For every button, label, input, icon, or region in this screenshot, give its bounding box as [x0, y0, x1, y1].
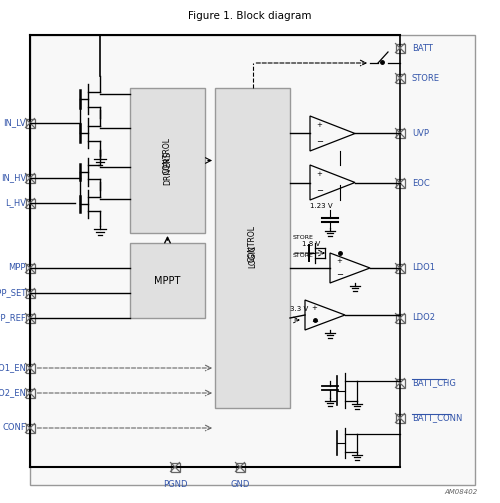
Text: LOGIC: LOGIC [248, 244, 257, 268]
Text: LDO1_EN: LDO1_EN [0, 364, 26, 373]
Text: EOC: EOC [412, 179, 430, 188]
Text: BATT: BATT [412, 43, 433, 52]
Text: CONF: CONF [2, 424, 26, 433]
Text: −: − [316, 186, 323, 195]
Text: −: − [336, 271, 343, 279]
Bar [396, 413, 404, 423]
Text: PGND: PGND [163, 480, 187, 489]
Bar [170, 462, 179, 471]
Text: STORE: STORE [412, 73, 440, 82]
Bar [215, 88, 290, 408]
Text: +: + [316, 172, 322, 178]
Bar [396, 43, 404, 52]
Text: +: + [336, 258, 342, 264]
Text: MPPT: MPPT [154, 276, 180, 286]
Text: 1.8 V: 1.8 V [302, 241, 320, 247]
Bar [26, 313, 35, 322]
Bar [26, 199, 35, 208]
Bar [30, 35, 475, 485]
Bar [396, 73, 404, 82]
Bar [396, 128, 404, 137]
Text: BATT_CHG: BATT_CHG [412, 378, 456, 387]
Text: MPP_SET: MPP_SET [0, 289, 26, 297]
Text: STORE: STORE [293, 253, 314, 258]
Text: AM08402: AM08402 [445, 489, 478, 495]
Bar [236, 462, 244, 471]
Bar [26, 424, 35, 433]
Bar [396, 179, 404, 188]
Bar [26, 264, 35, 273]
Text: LDO1: LDO1 [412, 264, 435, 273]
Text: UVP: UVP [412, 128, 429, 137]
Bar [26, 119, 35, 127]
Bar [396, 264, 404, 273]
Bar [130, 88, 205, 233]
Text: MPP: MPP [8, 264, 26, 273]
Text: BATT_CONN: BATT_CONN [412, 413, 463, 423]
Text: GND: GND [230, 480, 250, 489]
Text: LDO2_EN: LDO2_EN [0, 388, 26, 397]
Bar [130, 243, 205, 318]
Text: −: − [316, 137, 323, 146]
Bar [26, 388, 35, 397]
Text: L_HV: L_HV [5, 199, 26, 208]
Bar [396, 313, 404, 322]
Text: MPP_REF: MPP_REF [0, 313, 26, 322]
Bar [396, 378, 404, 387]
Text: DRIVERS: DRIVERS [163, 152, 172, 185]
Bar [26, 364, 35, 373]
Text: CONTROL: CONTROL [248, 224, 257, 262]
Text: +: + [311, 305, 317, 311]
Text: LDO2: LDO2 [412, 313, 435, 322]
Bar [26, 174, 35, 183]
Text: −: − [311, 317, 318, 326]
Text: IN_HV: IN_HV [1, 174, 26, 183]
Text: 3.3 V: 3.3 V [290, 306, 308, 312]
Text: IN_LV: IN_LV [4, 119, 26, 127]
Text: Figure 1. Block diagram: Figure 1. Block diagram [188, 11, 312, 21]
Text: 1.23 V: 1.23 V [310, 203, 332, 209]
Text: CONTROL: CONTROL [163, 137, 172, 174]
Text: +: + [316, 122, 322, 128]
Bar [26, 289, 35, 297]
Text: STORE: STORE [293, 235, 314, 240]
